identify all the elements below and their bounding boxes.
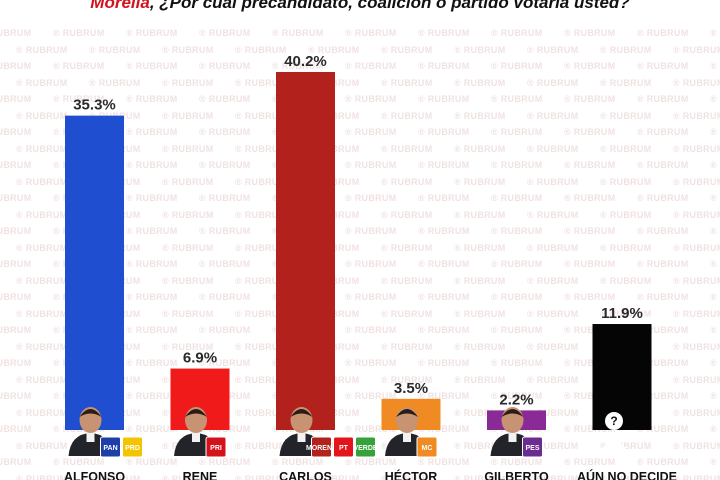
party-logo-text: PAN <box>103 445 117 452</box>
party-logo-text: MC <box>422 445 433 452</box>
candidate-hair <box>501 409 524 417</box>
category-label: GILBERTO <box>484 470 549 480</box>
party-logo <box>416 436 438 458</box>
party-logo <box>122 436 143 458</box>
candidate-collar <box>86 432 95 442</box>
candidate-hair <box>79 409 102 417</box>
unknown-silhouette-body <box>597 441 631 456</box>
party-logo <box>311 436 332 458</box>
party-logo-text: PT <box>339 445 349 452</box>
party-logo-text: VERDE <box>353 445 377 452</box>
party-logo <box>522 436 543 458</box>
category-label: AÚN NO DECIDE <box>577 469 677 480</box>
title-city: Morelia <box>90 0 150 12</box>
party-logo-text: PRD <box>125 445 140 452</box>
bar-value-label: 6.9% <box>183 350 217 367</box>
party-logo-text: MORENA <box>306 445 337 452</box>
bar <box>276 72 335 430</box>
candidate-collar <box>192 432 200 442</box>
candidate-collar <box>508 432 517 442</box>
bar <box>592 324 652 430</box>
candidate-collar <box>297 432 306 442</box>
category-label: RENE <box>183 470 218 480</box>
category-label: ALFONSO <box>64 470 125 480</box>
unknown-silhouette-head <box>605 412 623 430</box>
category-label: CARLOS <box>279 470 332 480</box>
candidate-collar <box>403 432 411 442</box>
party-logo <box>205 436 227 458</box>
title-question: , ¿Por cuál precandidato, coalición o pa… <box>149 0 630 12</box>
candidate-hair <box>290 409 313 417</box>
party-logo <box>355 436 376 458</box>
party-logo-text: PRI <box>210 445 222 452</box>
bar <box>65 115 124 431</box>
chart-title: Morelia, ¿Por cuál precandidato, coalici… <box>0 0 720 13</box>
bar-value-label: 11.9% <box>601 305 643 322</box>
candidate-hair <box>185 409 207 417</box>
bar-value-label: 35.3% <box>73 97 116 114</box>
candidate-hair <box>396 409 418 417</box>
bar-value-label: 40.2% <box>284 53 327 70</box>
bar-value-label: 2.2% <box>499 391 533 408</box>
party-logo-text: PES <box>525 445 539 452</box>
category-label: HÉCTOR <box>385 469 438 480</box>
party-logo <box>100 436 121 458</box>
question-mark-icon: ? <box>610 414 617 428</box>
party-logo <box>333 436 354 458</box>
bar-value-label: 3.5% <box>394 380 428 397</box>
